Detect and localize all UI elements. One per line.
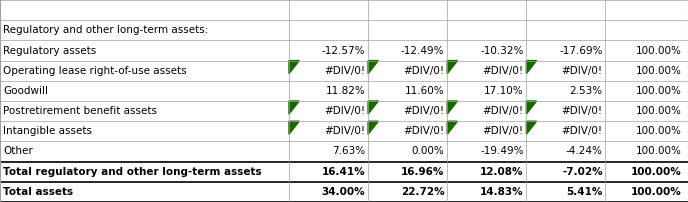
Text: 0.00%: 0.00% xyxy=(411,146,444,157)
Text: 16.96%: 16.96% xyxy=(401,167,444,177)
Polygon shape xyxy=(368,61,378,74)
Text: Other: Other xyxy=(3,146,33,157)
Text: #DIV/0!: #DIV/0! xyxy=(403,66,444,76)
Text: Postretirement benefit assets: Postretirement benefit assets xyxy=(3,106,158,116)
Text: 100.00%: 100.00% xyxy=(636,126,682,136)
Text: 5.41%: 5.41% xyxy=(566,187,603,197)
Text: 7.63%: 7.63% xyxy=(332,146,365,157)
Text: 16.41%: 16.41% xyxy=(322,167,365,177)
Text: Goodwill: Goodwill xyxy=(3,86,48,96)
Text: #DIV/0!: #DIV/0! xyxy=(403,126,444,136)
Text: 100.00%: 100.00% xyxy=(636,146,682,157)
Polygon shape xyxy=(289,61,299,74)
Text: 100.00%: 100.00% xyxy=(631,187,682,197)
Text: #DIV/0!: #DIV/0! xyxy=(561,66,603,76)
Text: -17.69%: -17.69% xyxy=(559,45,603,56)
Text: -12.49%: -12.49% xyxy=(401,45,444,56)
Text: 100.00%: 100.00% xyxy=(636,45,682,56)
Text: Total regulatory and other long-term assets: Total regulatory and other long-term ass… xyxy=(3,167,262,177)
Text: -12.57%: -12.57% xyxy=(322,45,365,56)
Text: 34.00%: 34.00% xyxy=(322,187,365,197)
Text: 100.00%: 100.00% xyxy=(631,167,682,177)
Text: 100.00%: 100.00% xyxy=(636,66,682,76)
Text: 100.00%: 100.00% xyxy=(636,106,682,116)
Text: #DIV/0!: #DIV/0! xyxy=(324,106,365,116)
Text: 100.00%: 100.00% xyxy=(636,86,682,96)
Text: #DIV/0!: #DIV/0! xyxy=(482,66,524,76)
Text: Operating lease right-of-use assets: Operating lease right-of-use assets xyxy=(3,66,187,76)
Text: 22.72%: 22.72% xyxy=(401,187,444,197)
Polygon shape xyxy=(526,101,537,114)
Text: 2.53%: 2.53% xyxy=(570,86,603,96)
Text: #DIV/0!: #DIV/0! xyxy=(561,126,603,136)
Polygon shape xyxy=(368,121,378,134)
Text: Regulatory and other long-term assets:: Regulatory and other long-term assets: xyxy=(3,25,209,35)
Polygon shape xyxy=(447,61,458,74)
Text: -7.02%: -7.02% xyxy=(562,167,603,177)
Text: #DIV/0!: #DIV/0! xyxy=(403,106,444,116)
Text: #DIV/0!: #DIV/0! xyxy=(324,126,365,136)
Text: -19.49%: -19.49% xyxy=(480,146,524,157)
Polygon shape xyxy=(289,101,299,114)
Polygon shape xyxy=(526,121,537,134)
Polygon shape xyxy=(526,61,537,74)
Text: 11.82%: 11.82% xyxy=(325,86,365,96)
Text: 11.60%: 11.60% xyxy=(405,86,444,96)
Text: #DIV/0!: #DIV/0! xyxy=(324,66,365,76)
Text: Regulatory assets: Regulatory assets xyxy=(3,45,97,56)
Text: #DIV/0!: #DIV/0! xyxy=(561,106,603,116)
Polygon shape xyxy=(447,121,458,134)
Polygon shape xyxy=(289,121,299,134)
Text: 14.83%: 14.83% xyxy=(480,187,524,197)
Text: #DIV/0!: #DIV/0! xyxy=(482,126,524,136)
Text: Total assets: Total assets xyxy=(3,187,74,197)
Polygon shape xyxy=(368,101,378,114)
Text: 17.10%: 17.10% xyxy=(484,86,524,96)
Polygon shape xyxy=(447,101,458,114)
Text: Intangible assets: Intangible assets xyxy=(3,126,92,136)
Text: 12.08%: 12.08% xyxy=(480,167,524,177)
Text: -10.32%: -10.32% xyxy=(480,45,524,56)
Text: -4.24%: -4.24% xyxy=(566,146,603,157)
Text: #DIV/0!: #DIV/0! xyxy=(482,106,524,116)
